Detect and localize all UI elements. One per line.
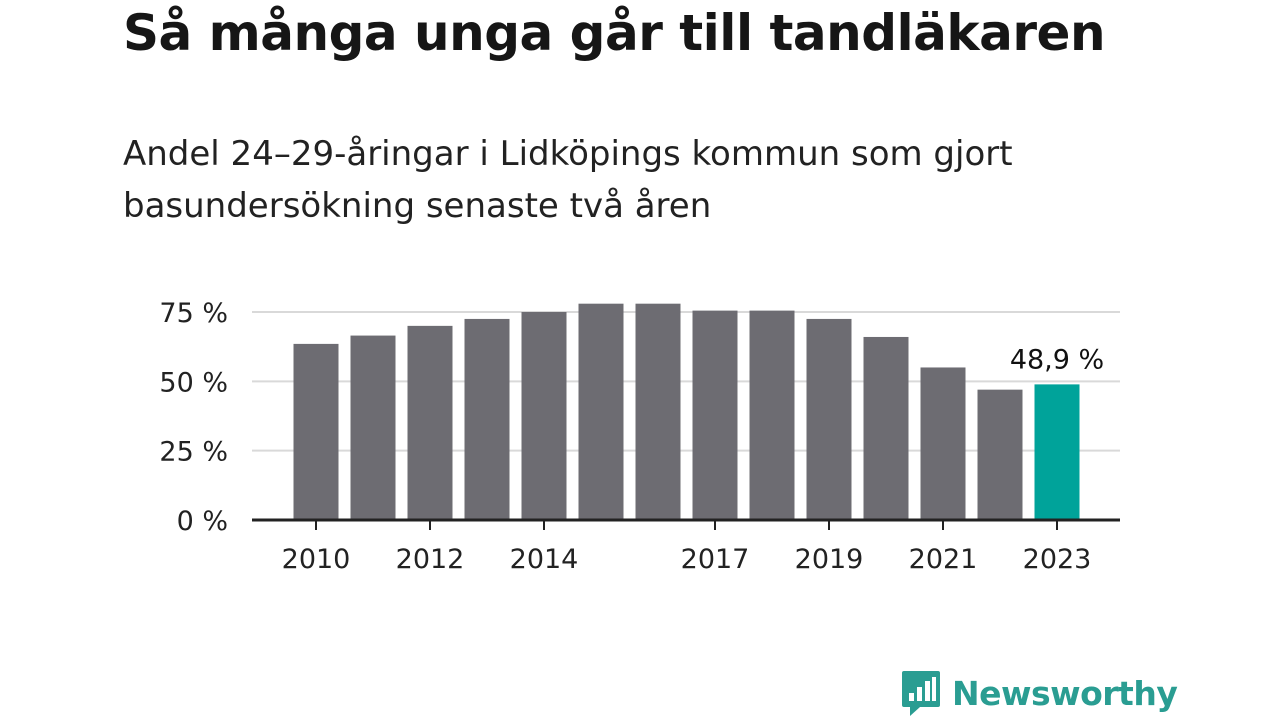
y-tick-label: 0 % [177, 506, 228, 537]
newsworthy-logo-icon [902, 671, 940, 716]
grid-lines [252, 311, 1120, 452]
bar-2023 [1034, 384, 1080, 520]
y-tick-label: 75 % [159, 298, 228, 329]
labels: 0 % 25 % 50 % 75 % 2010 2012 2014 2017 2019 2021 2… [159, 298, 1104, 575]
data-label: 48,9 % [1010, 344, 1104, 375]
x-tick-label: 2014 [510, 544, 579, 575]
bar-2011 [350, 335, 396, 520]
chart-title: Så många unga går till tandläkaren [123, 4, 1106, 62]
x-tick-label: 2012 [396, 544, 465, 575]
bars [293, 303, 1080, 520]
y-tick-label: 25 % [159, 437, 228, 468]
x-tick-label: 2010 [282, 544, 351, 575]
bar-2019 [806, 318, 852, 520]
brand-logo: Newsworthy [900, 668, 1178, 718]
bar-2010 [293, 343, 339, 520]
bar-2015 [578, 303, 624, 520]
bar-2022 [977, 389, 1023, 520]
y-tick-label: 50 % [159, 367, 228, 398]
axes [252, 518, 1120, 530]
bar-2014 [521, 312, 567, 520]
brand-name: Newsworthy [952, 673, 1178, 713]
bar-2016 [635, 303, 681, 520]
x-tick-label: 2023 [1023, 544, 1092, 575]
x-tick-label: 2021 [909, 544, 978, 575]
x-tick-label: 2019 [795, 544, 864, 575]
x-tick-label: 2017 [681, 544, 750, 575]
bar-2020 [863, 336, 909, 520]
chart-subtitle: Andel 24–29-åringar i Lidköpings kommun … [123, 134, 1013, 226]
bar-2013 [464, 318, 510, 520]
bar-2021 [920, 367, 966, 520]
bar-2017 [692, 310, 738, 520]
bar-2018 [749, 310, 795, 520]
bar-2012 [407, 325, 453, 520]
